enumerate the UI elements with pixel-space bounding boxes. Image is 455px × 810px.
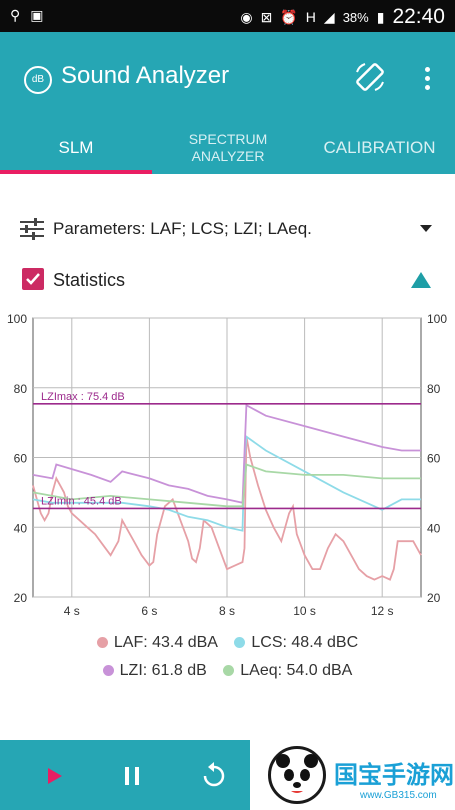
clock: 22:40 — [392, 5, 445, 28]
x-tick-label: 6 s — [141, 604, 157, 618]
play-button[interactable] — [40, 760, 72, 792]
y-tick-label-left: 80 — [14, 382, 28, 396]
screen-rotation-button[interactable] — [353, 60, 387, 94]
marker-label-1: LZImin : 45.4 dB — [41, 495, 122, 507]
reset-button[interactable] — [198, 760, 230, 792]
panda-face-icon — [276, 754, 318, 793]
legend-item-lzi: LZI: 61.8 dB — [102, 662, 207, 680]
legend-label: LAF: 43.4 dBA — [113, 634, 218, 651]
watermark: 国宝手游网 www.GB315.com — [250, 740, 455, 810]
alarm-icon: ⏰ — [280, 8, 298, 25]
watermark-text: 国宝手游网 — [334, 762, 454, 789]
legend-label: LCS: 48.4 dBC — [251, 634, 359, 651]
overflow-menu-button[interactable] — [418, 64, 436, 92]
reset-icon — [203, 762, 225, 787]
collapse-arrow-icon[interactable] — [411, 272, 431, 288]
dropdown-arrow-icon — [420, 225, 432, 232]
active-tab-indicator — [0, 170, 152, 174]
app-bar: dB Sound Analyzer — [0, 32, 455, 122]
screen-rotation-icon — [356, 63, 384, 91]
y-tick-label-right: 60 — [427, 452, 441, 466]
legend-item-laeq: LAeq: 54.0 dBA — [223, 662, 352, 680]
tab-slm[interactable]: SLM — [58, 138, 94, 157]
app-logo-icon: dB — [24, 66, 52, 94]
series-line-lcs — [32, 434, 421, 532]
series-line-laf — [32, 436, 422, 581]
mute-icon: ⊠ — [260, 8, 273, 25]
series-line-laeq — [32, 463, 421, 508]
legend-dot — [96, 637, 108, 648]
status-bar: ⚲ ▣ ◉ ⊠ ⏰ H ◢ 38% ▮ 22:40 — [0, 0, 455, 32]
legend-dot — [223, 665, 235, 676]
usb-icon: ⚲ — [10, 7, 21, 23]
sliders-icon — [20, 218, 44, 240]
watermark-url: www.GB315.com — [360, 790, 437, 801]
x-tick-label: 10 s — [293, 604, 316, 618]
marker-label-0: LZImax : 75.4 dB — [41, 391, 125, 403]
y-tick-label-right: 40 — [427, 521, 441, 535]
playback-controls — [0, 740, 250, 810]
parameters-selector[interactable]: Parameters: LAF; LCS; LZI; LAeq. — [0, 210, 455, 248]
y-tick-label-right: 100 — [427, 312, 447, 326]
app-title: Sound Analyzer — [61, 62, 230, 89]
level-chart-svg: 100 100 80 80 60 60 40 40 20 20 4 s 6 s 8 s 10 s 12 s L… — [7, 312, 447, 618]
parameters-label: Parameters: LAF; LCS; LZI; LAeq. — [53, 219, 312, 238]
statistics-label: Statistics — [53, 270, 126, 290]
y-tick-label-right: 80 — [427, 382, 441, 396]
signal-icon: ◢ — [323, 8, 335, 25]
pause-icon — [125, 767, 139, 785]
battery-icon: ▮ — [376, 8, 385, 25]
network-label: H — [305, 9, 316, 25]
y-tick-label-right: 20 — [427, 591, 441, 605]
tab-spectrum-analyzer[interactable]: SPECTRUM ANALYZER — [188, 131, 268, 164]
tab-bar: SLM SPECTRUM ANALYZER CALIBRATION — [0, 122, 455, 174]
play-icon — [48, 768, 62, 784]
legend-label: LZI: 61.8 dB — [119, 662, 207, 679]
pause-button[interactable] — [116, 760, 148, 792]
y-tick-label-left: 60 — [14, 452, 28, 466]
overflow-menu-icon — [424, 67, 430, 72]
level-chart: 100 100 80 80 60 60 40 40 20 20 4 s 6 s 8 s 10 s 12 s L… — [0, 310, 455, 630]
legend-dot — [102, 665, 114, 676]
x-tick-label: 4 s — [64, 604, 80, 618]
statistics-row: Statistics — [0, 262, 455, 298]
tab-calibration[interactable]: CALIBRATION — [323, 138, 436, 157]
legend-item-laf: LAF: 43.4 dBA — [96, 634, 218, 652]
checkmark-icon — [26, 273, 40, 285]
panda-logo-icon — [268, 746, 326, 804]
y-tick-label-left: 100 — [7, 312, 27, 326]
x-tick-label: 8 s — [219, 604, 235, 618]
y-tick-label-left: 40 — [14, 521, 28, 535]
chart-legend: LAF: 43.4 dBA LCS: 48.4 dBC LZI: 61.8 dB… — [0, 632, 455, 692]
legend-label: LAeq: 54.0 dBA — [240, 662, 353, 679]
eye-icon: ◉ — [240, 8, 253, 25]
image-icon: ▣ — [30, 7, 44, 23]
series-line-lzi — [32, 403, 421, 504]
menu-dot — [424, 76, 430, 81]
legend-item-lcs: LCS: 48.4 dBC — [234, 634, 358, 652]
statistics-checkbox[interactable] — [22, 268, 44, 290]
battery-percent: 38% — [342, 9, 369, 25]
y-tick-label-left: 20 — [14, 591, 28, 605]
legend-dot — [234, 637, 246, 648]
menu-dot — [424, 85, 430, 90]
x-tick-label: 12 s — [371, 604, 394, 618]
